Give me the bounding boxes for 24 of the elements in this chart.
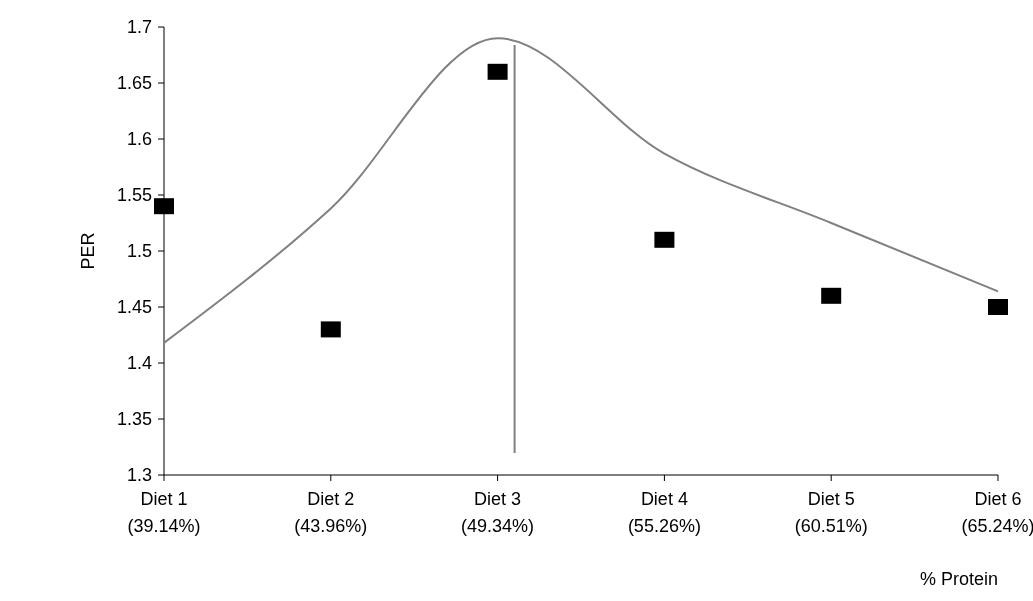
x-tick-label: Diet 1 (39.14%) [127, 489, 201, 536]
y-tick-label: 1.55 [116, 185, 152, 206]
point [487, 63, 508, 80]
x-tick-label: Diet 2 (43.96%) [294, 489, 368, 536]
point [154, 198, 174, 215]
point [320, 321, 341, 338]
y-tick-label: 1.45 [116, 297, 152, 318]
x-tick-label: Diet 3 (49.34%) [461, 489, 535, 536]
line-series [163, 37, 999, 344]
point [821, 287, 842, 304]
y-tick-label: 1.3 [126, 465, 152, 486]
y-tick-label: 1.5 [126, 241, 152, 262]
y-tick-label: 1.65 [116, 73, 152, 94]
x-tick-label: Diet 5 (60.51%) [794, 489, 868, 536]
point [654, 231, 675, 248]
point [988, 299, 1008, 315]
x-tick-label: Diet 6 (65.24%) [961, 489, 1033, 536]
y-axis-title: PER [78, 232, 98, 270]
y-tick-label: 1.4 [126, 353, 152, 374]
y-tick-label: 1.6 [126, 129, 152, 150]
y-tick-label: 1.35 [116, 409, 152, 430]
x-tick-label: Diet 4 (55.26%) [627, 489, 701, 536]
y-tick-label: 1.7 [126, 17, 152, 38]
x-axis-title: % Protein [919, 569, 998, 589]
